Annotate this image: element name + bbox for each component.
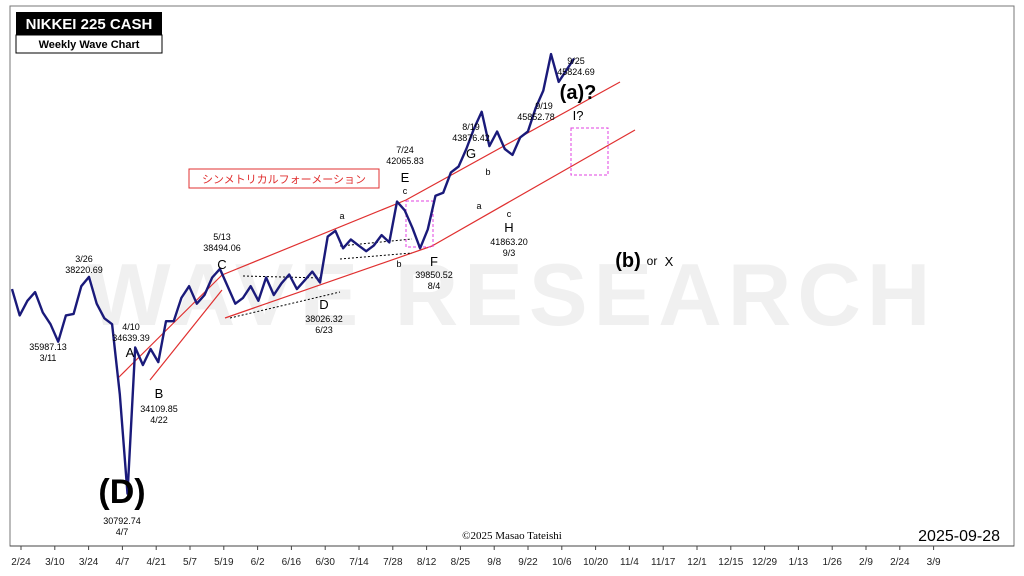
wave-label-D: D	[319, 297, 328, 312]
x-tick-label: 7/28	[383, 557, 403, 568]
wave-G-price: 43876.42	[452, 133, 490, 143]
wave-label-I: I?	[573, 108, 584, 123]
x-tick-label: 11/17	[651, 557, 676, 568]
x-axis-ticks: 2/24 3/10 3/24 4/7 4/21 5/7 5/19 6/2 6/16 6/30 7/1…	[11, 546, 941, 568]
label-or: or	[647, 254, 658, 268]
x-tick-label: 8/25	[451, 557, 471, 568]
wave-D-date: 4/7	[116, 527, 129, 537]
wave-H-sub-c: c	[507, 209, 512, 219]
wave-E-price: 42065.83	[386, 156, 424, 166]
triangle-lower-1	[229, 291, 341, 319]
label-a-question: (a)?	[560, 82, 597, 104]
chart-frame	[9, 5, 1015, 547]
wave-C-price: 38494.06	[203, 243, 241, 253]
x-tick-label: 5/7	[183, 557, 197, 568]
x-tick-label: 12/1	[687, 557, 707, 568]
prev-high-date: 3/26	[75, 254, 93, 264]
wave-label-B: B	[155, 386, 164, 401]
channel-lower-left	[149, 289, 223, 381]
label-x: X	[665, 254, 674, 269]
x-tick-label: 1/26	[822, 557, 842, 568]
sub-label-b2: b	[485, 167, 490, 177]
chart-title: NIKKEI 225 CASH	[26, 16, 153, 33]
triangle-upper-1	[242, 275, 324, 279]
wave-E-date: 7/24	[396, 145, 414, 155]
watermark: WAVE RESEARCH	[88, 245, 937, 344]
chart-subtitle: Weekly Wave Chart	[39, 39, 140, 51]
wave-H-date: 9/3	[503, 248, 516, 258]
x-tick-label: 4/7	[115, 557, 129, 568]
x-tick-label: 12/15	[718, 557, 743, 568]
x-tick-label: 9/22	[518, 557, 538, 568]
x-tick-label: 7/14	[349, 557, 369, 568]
target-price: 45824.69	[557, 67, 595, 77]
x-tick-label: 4/21	[146, 557, 166, 568]
x-tick-label: 8/12	[417, 557, 437, 568]
x-tick-label: 12/29	[752, 557, 777, 568]
sub-label-a1: a	[339, 211, 344, 221]
x-tick-label: 9/8	[487, 557, 501, 568]
x-tick-label: 3/9	[927, 557, 941, 568]
wave-A-date: 4/10	[122, 322, 140, 332]
subtitle-box	[15, 34, 163, 54]
wave-label-E: E	[401, 170, 410, 185]
channel-lower-mid	[224, 245, 433, 319]
pattern-label-box	[188, 168, 380, 189]
wave-label-big-D: (D)	[98, 473, 145, 511]
wave-H-price: 41863.20	[490, 237, 528, 247]
sub-label-b1: b	[396, 259, 401, 269]
wave-B-price: 34109.85	[140, 404, 178, 414]
wave-A-price: 34639.39	[112, 333, 150, 343]
x-tick-label: 3/10	[45, 557, 65, 568]
wave-label-C: C	[217, 257, 226, 272]
wave-F-date: 8/4	[428, 281, 441, 291]
prev-low-price: 35987.13	[29, 342, 67, 352]
wave-label-H: H	[504, 220, 513, 235]
pattern-label: シンメトリカルフォーメーション	[202, 173, 366, 186]
wave-B-date: 4/22	[150, 415, 168, 425]
x-tick-label: 1/13	[789, 557, 809, 568]
label-b: (b)	[615, 250, 641, 272]
channel-lower-right	[431, 129, 636, 247]
channel-upper-mid	[221, 199, 407, 276]
price-series-line	[10, 52, 576, 495]
wave-D-price: 30792.74	[103, 516, 141, 526]
title-box	[16, 12, 162, 35]
x-tick-label: 10/6	[552, 557, 572, 568]
x-tick-label: 10/20	[583, 557, 608, 568]
wave-C-date: 5/13	[213, 232, 231, 242]
x-tick-label: 6/2	[251, 557, 265, 568]
x-tick-label: 6/30	[315, 557, 335, 568]
target-box-2	[570, 127, 609, 176]
x-tick-label: 5/19	[214, 557, 234, 568]
triangle-lower-2	[339, 252, 413, 260]
prev-low-date: 3/11	[40, 353, 57, 363]
target-date: 9/25	[567, 56, 585, 66]
wave-label-F: F	[430, 254, 438, 269]
wave-I-date: 9/19	[535, 101, 553, 111]
copyright: ©2025 Masao Tateishi	[462, 530, 562, 542]
x-tick-label: 6/16	[282, 557, 302, 568]
x-tick-label: 2/24	[11, 557, 31, 568]
channel-upper-right	[405, 81, 621, 201]
wave-label-G: G	[466, 146, 476, 161]
x-tick-label: 2/9	[859, 557, 873, 568]
x-tick-label: 11/4	[620, 557, 639, 568]
sub-label-a2: a	[476, 201, 481, 211]
wave-I-price: 45852.78	[517, 112, 555, 122]
wave-F-price: 39850.52	[415, 270, 453, 280]
wave-G-date: 8/19	[462, 122, 480, 132]
wave-D2-price: 38026.32	[305, 314, 343, 324]
x-tick-label: 3/24	[79, 557, 99, 568]
wave-E-sub-c: c	[403, 186, 408, 196]
prev-high-price: 38220.69	[65, 265, 103, 275]
wave-label-A: A	[126, 345, 135, 360]
date-stamp: 2025-09-28	[918, 528, 1000, 545]
x-tick-label: 2/24	[890, 557, 910, 568]
wave-D2-date: 6/23	[315, 325, 333, 335]
